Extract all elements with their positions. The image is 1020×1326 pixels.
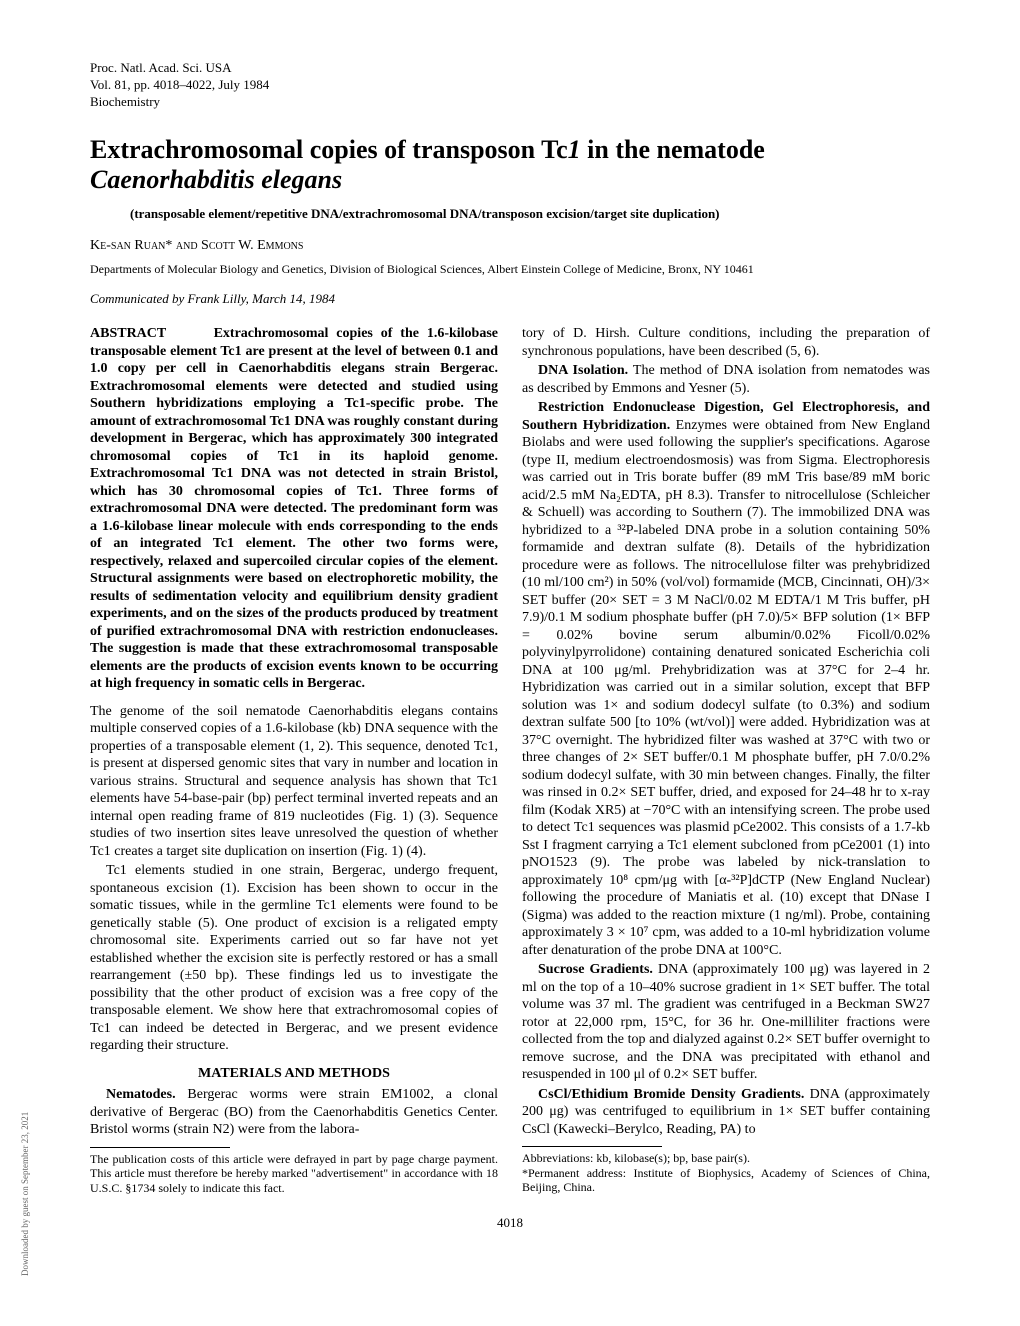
abstract-text: Extrachromosomal copies of the 1.6-kilob… xyxy=(90,326,498,691)
sucrose-label: Sucrose Gradients. xyxy=(538,962,653,977)
title-text-2: in the nematode xyxy=(581,135,765,164)
journal-line1: Proc. Natl. Acad. Sci. USA xyxy=(90,60,930,77)
abstract: ABSTRACT Extrachromosomal copies of the … xyxy=(90,325,498,693)
sucrose-para: Sucrose Gradients. DNA (approximately 10… xyxy=(522,961,930,1084)
title-italic-1: 1 xyxy=(568,135,581,164)
affiliation: Departments of Molecular Biology and Gen… xyxy=(90,262,930,277)
intro-para-2: Tc1 elements studied in one strain, Berg… xyxy=(90,862,498,1055)
footnote-rule-right xyxy=(522,1146,662,1147)
intro-para-1: The genome of the soil nematode Caenorha… xyxy=(90,703,498,861)
nematodes-label: Nematodes. xyxy=(106,1087,176,1102)
cscl-para: CsCl/Ethidium Bromide Density Gradients.… xyxy=(522,1086,930,1139)
footnote-right-2: *Permanent address: Institute of Biophys… xyxy=(522,1166,930,1195)
journal-line2: Vol. 81, pp. 4018–4022, July 1984 xyxy=(90,77,930,94)
footnote-left: The publication costs of this article we… xyxy=(90,1152,498,1195)
authors: Ke-san Ruan* and Scott W. Emmons xyxy=(90,238,930,254)
communicated-by: Communicated by Frank Lilly, March 14, 1… xyxy=(90,291,930,307)
footnote-rule-left xyxy=(90,1147,230,1148)
abstract-label: ABSTRACT xyxy=(90,326,166,341)
materials-heading: MATERIALS AND METHODS xyxy=(90,1065,498,1083)
cscl-label: CsCl/Ethidium Bromide Density Gradients. xyxy=(538,1087,804,1102)
body-columns: ABSTRACT Extrachromosomal copies of the … xyxy=(90,325,930,1195)
title-italic-2: Caenorhabditis elegans xyxy=(90,165,342,194)
journal-line3: Biochemistry xyxy=(90,94,930,111)
restriction-text: Enzymes were obtained from New England B… xyxy=(522,418,930,958)
page-number: 4018 xyxy=(90,1215,930,1231)
nematodes-para: Nematodes. Bergerac worms were strain EM… xyxy=(90,1086,498,1139)
col2-continuation: tory of D. Hirsh. Culture conditions, in… xyxy=(522,325,930,360)
keywords: (transposable element/repetitive DNA/ext… xyxy=(130,206,930,222)
sucrose-text: DNA (approximately 100 μg) was layered i… xyxy=(522,962,930,1082)
dna-isolation-para: DNA Isolation. The method of DNA isolati… xyxy=(522,362,930,397)
download-notice: Downloaded by guest on September 23, 202… xyxy=(20,1112,30,1276)
dna-iso-label: DNA Isolation. xyxy=(538,363,628,378)
title-text-1: Extrachromosomal copies of transposon Tc xyxy=(90,135,568,164)
footnote-right-1: Abbreviations: kb, kilobase(s); bp, base… xyxy=(522,1151,930,1165)
journal-header: Proc. Natl. Acad. Sci. USA Vol. 81, pp. … xyxy=(90,60,930,111)
restriction-para: Restriction Endonuclease Digestion, Gel … xyxy=(522,399,930,959)
article-title: Extrachromosomal copies of transposon Tc… xyxy=(90,135,930,195)
